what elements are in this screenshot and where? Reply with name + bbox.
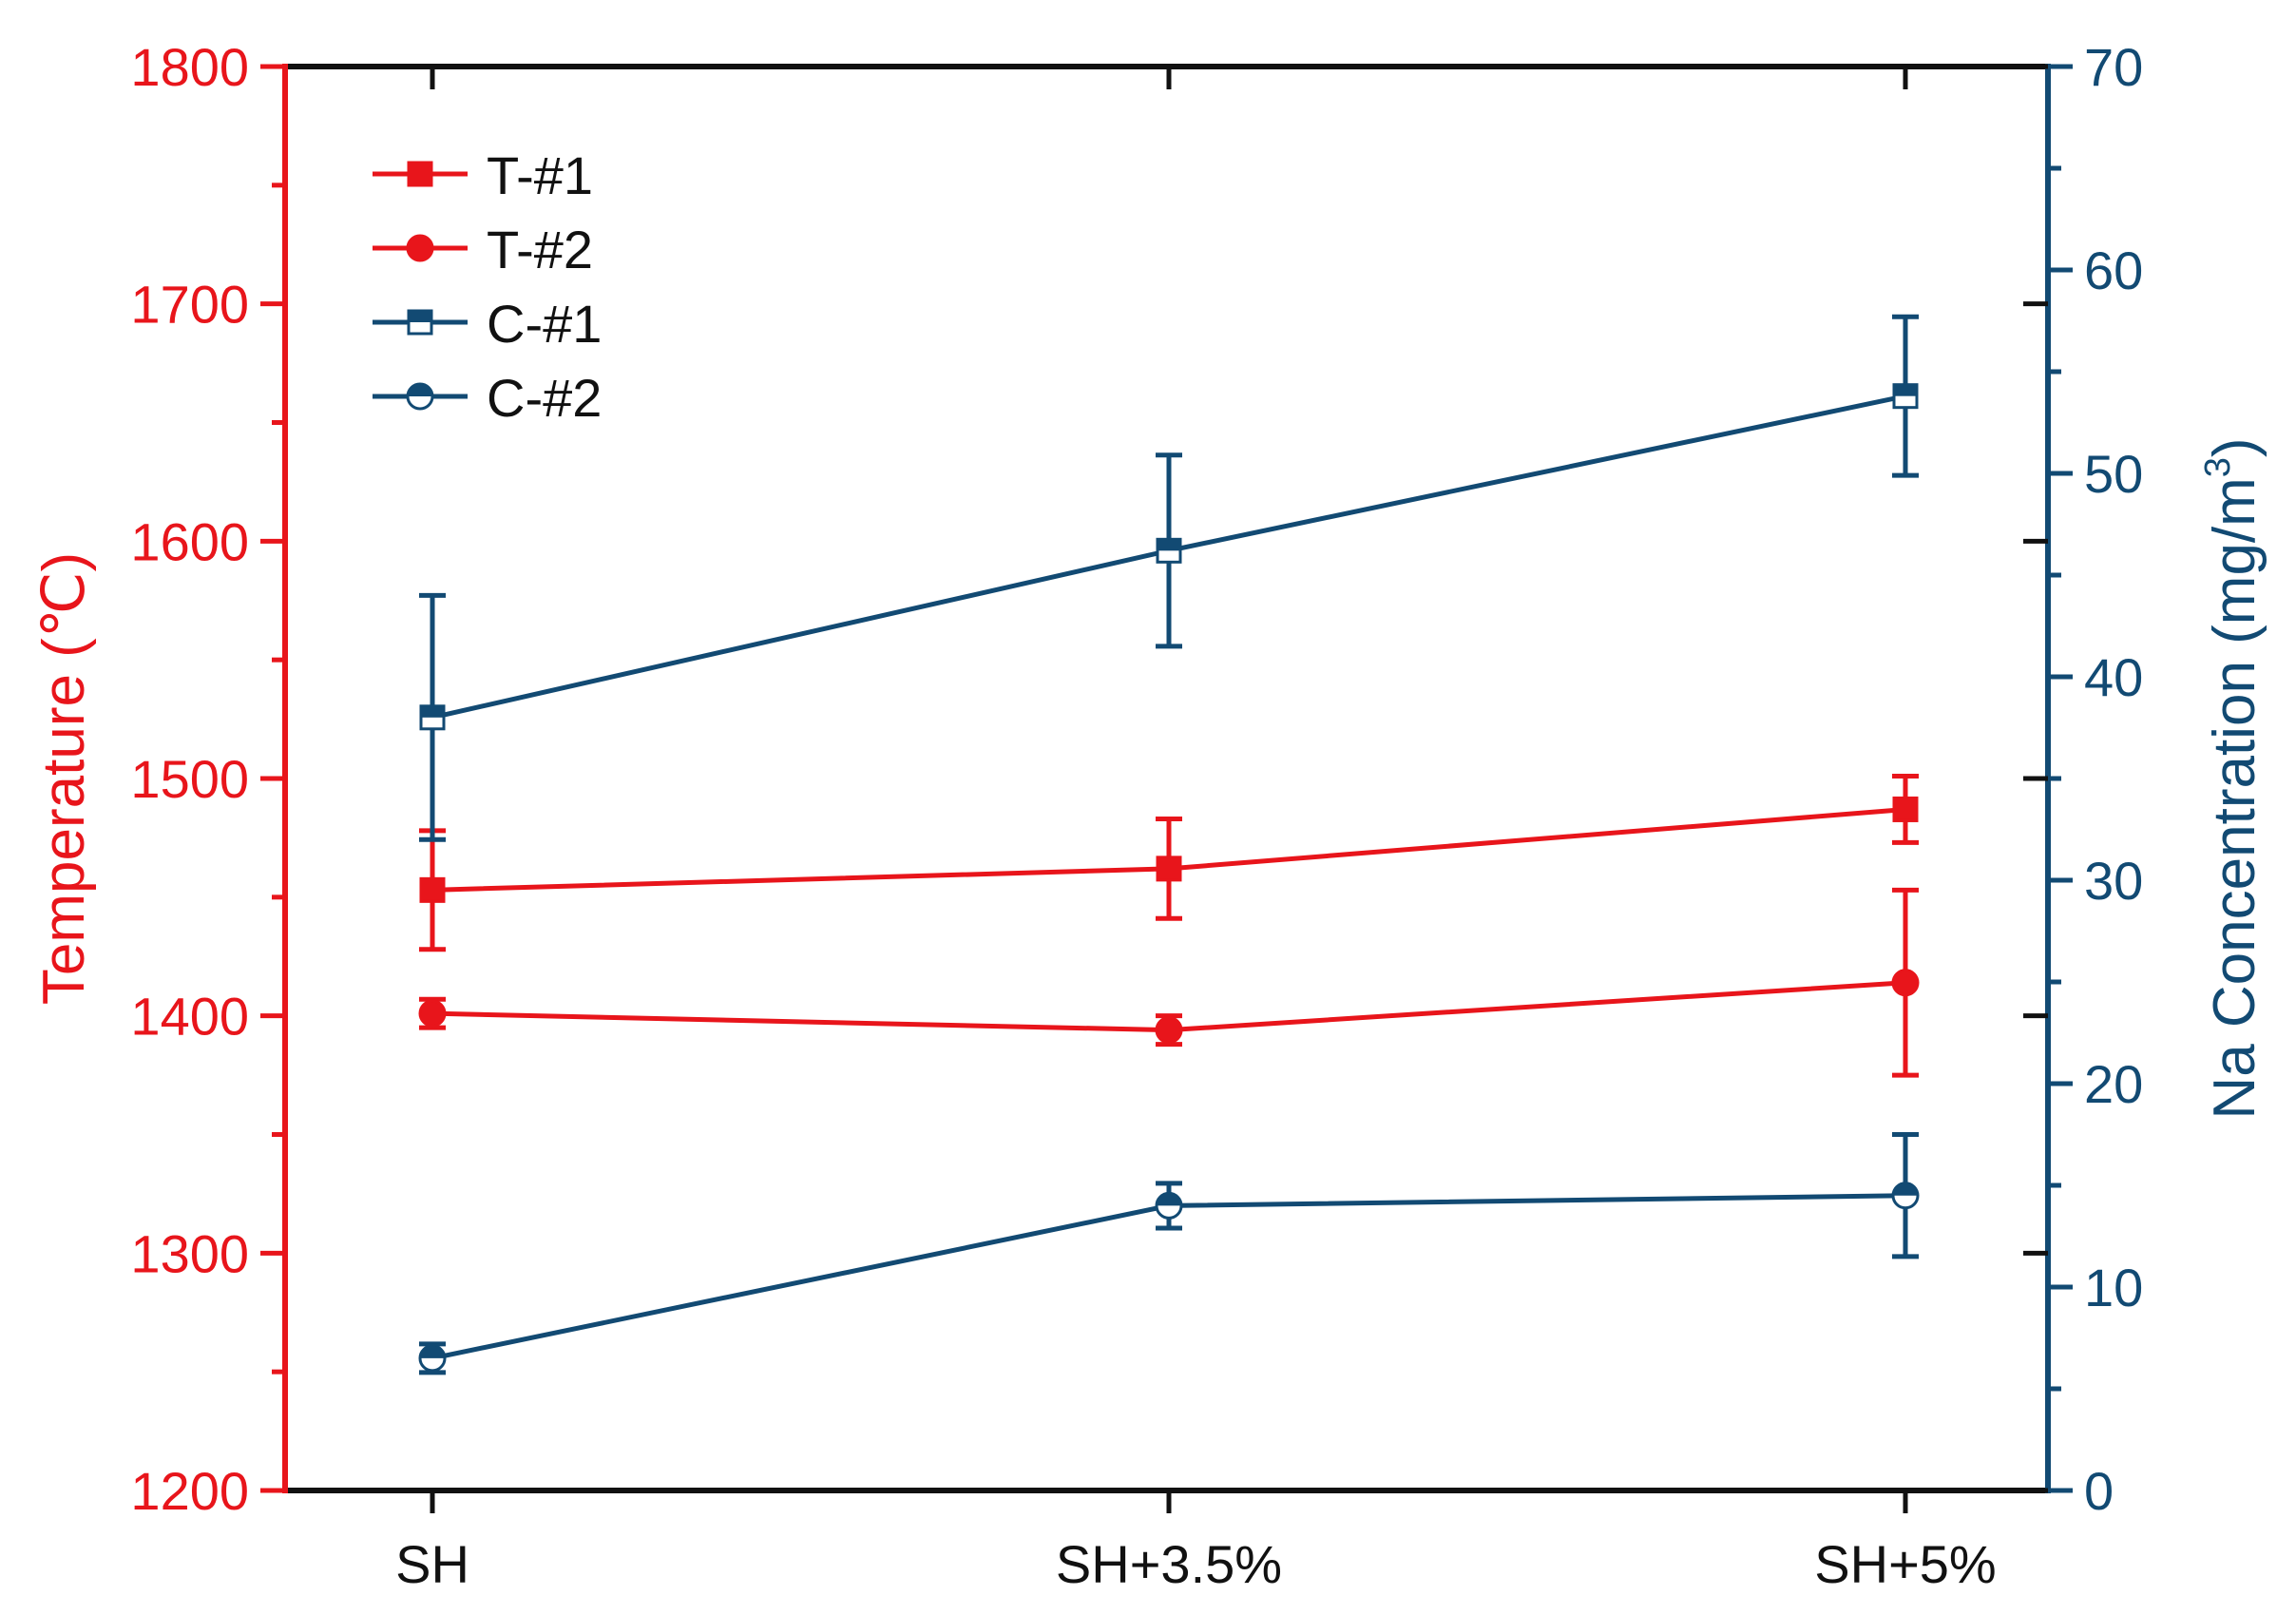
marker-circle bbox=[1891, 969, 1920, 997]
right-tick-label: 60 bbox=[2084, 240, 2143, 300]
marker-circle-half-fill bbox=[1157, 1193, 1181, 1206]
marker-circle-half-fill bbox=[420, 1345, 445, 1358]
x-tick-label: SH+3.5% bbox=[1056, 1534, 1282, 1594]
x-axis-ticks: SH SH+3.5% SH+5% bbox=[395, 67, 1997, 1594]
right-axis-title-main: Na Concentration (mg/m bbox=[2202, 477, 2267, 1119]
left-tick-label: 1800 bbox=[130, 37, 249, 97]
right-tick-label: 20 bbox=[2084, 1054, 2143, 1114]
series-C-#2 bbox=[418, 1132, 1920, 1375]
marker-square-half-fill bbox=[1894, 384, 1917, 396]
marker-square bbox=[1892, 796, 1919, 822]
marker-circle bbox=[406, 234, 434, 262]
legend: T-#1 T-#2 C-#1 C-#2 bbox=[373, 145, 602, 428]
marker-square bbox=[1156, 856, 1182, 882]
right-axis-ticks: 0 10 20 30 40 50 60 70 bbox=[2048, 37, 2143, 1521]
marker-circle-half-fill bbox=[1893, 1182, 1918, 1196]
left-axis-ticks: 1200 1300 1400 1500 1600 1700 1800 bbox=[130, 37, 2048, 1521]
x-tick-label: SH+5% bbox=[1814, 1534, 1996, 1594]
marker-square bbox=[419, 876, 446, 903]
marker-circle-half-fill bbox=[408, 384, 432, 396]
right-tick-label: 0 bbox=[2084, 1461, 2114, 1521]
right-tick-label: 40 bbox=[2084, 647, 2143, 707]
right-axis-title-sup: 3 bbox=[2198, 457, 2238, 477]
series-T-#2 bbox=[418, 887, 1920, 1078]
left-tick-label: 1200 bbox=[130, 1461, 249, 1521]
x-tick-label: SH bbox=[395, 1534, 469, 1594]
left-tick-label: 1300 bbox=[130, 1223, 249, 1283]
right-tick-label: 10 bbox=[2084, 1258, 2143, 1317]
right-axis-title-end: ) bbox=[2202, 437, 2267, 457]
legend-item-T-#2: T-#2 bbox=[373, 220, 593, 279]
series-C-#1 bbox=[419, 314, 1919, 842]
marker-square-half-fill bbox=[409, 311, 431, 322]
right-tick-label: 50 bbox=[2084, 444, 2143, 504]
marker-square bbox=[407, 161, 433, 187]
left-tick-label: 1600 bbox=[130, 511, 249, 571]
series-T-#1 bbox=[419, 774, 1919, 952]
legend-label: T-#2 bbox=[487, 220, 593, 279]
left-tick-label: 1500 bbox=[130, 749, 249, 809]
legend-label: C-#1 bbox=[487, 294, 602, 354]
series-layer bbox=[418, 314, 1920, 1375]
left-tick-label: 1700 bbox=[130, 275, 249, 335]
legend-item-T-#1: T-#1 bbox=[373, 145, 593, 205]
legend-label: C-#2 bbox=[487, 368, 602, 428]
legend-item-C-#2: C-#2 bbox=[373, 368, 602, 428]
right-tick-label: 30 bbox=[2084, 851, 2143, 911]
legend-label: T-#1 bbox=[487, 145, 593, 205]
right-tick-label: 70 bbox=[2084, 37, 2143, 97]
marker-square-half-fill bbox=[1158, 539, 1180, 551]
left-tick-label: 1400 bbox=[130, 987, 249, 1047]
right-axis-title: Na Concentration (mg/m3) bbox=[2198, 437, 2267, 1119]
left-axis-title: Temperature (℃) bbox=[31, 552, 97, 1005]
marker-circle bbox=[1155, 1016, 1183, 1045]
legend-item-C-#1: C-#1 bbox=[373, 294, 602, 354]
marker-circle bbox=[418, 999, 447, 1028]
marker-square-half-fill bbox=[421, 705, 444, 718]
